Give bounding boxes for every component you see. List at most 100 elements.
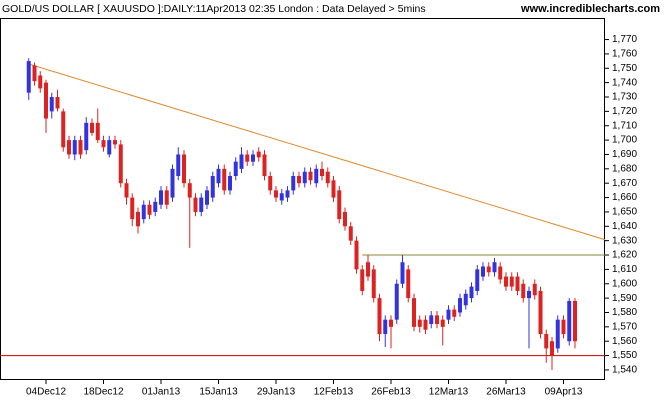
y-tick-label: 1,540 [612,365,637,376]
y-tick-label: 1,650 [612,207,637,218]
candle-body [429,315,434,324]
candle-body [222,168,227,191]
candle-body [274,190,278,198]
candle-body [101,140,106,148]
candle-body [417,319,422,327]
y-tick-label: 1,710 [612,120,637,131]
candle-body [199,197,204,212]
candle-body [32,65,37,82]
candle-body [440,319,445,327]
candle-body [90,122,94,133]
candle-body [498,266,503,280]
candle-body [354,240,359,270]
candle-body [118,144,123,184]
candle-body [130,197,135,220]
candle-body [343,211,347,227]
candle-body [463,293,468,306]
candle-body [136,211,140,227]
candle-body [412,298,416,327]
candle-body [239,154,244,169]
candle-body [210,176,215,198]
candle-body [331,180,336,198]
x-tick-label: 15Jan13 [199,387,238,398]
candle-body [193,197,198,212]
candle-body [320,168,324,177]
candle-body [49,97,54,112]
candle-body [527,290,531,299]
candle-body [348,226,353,241]
x-tick-label: 18Dec12 [83,387,123,398]
y-tick-label: 1,630 [612,235,637,246]
candle-body [55,97,60,109]
candle-body [216,168,221,184]
candle-body [360,269,365,291]
y-tick-label: 1,750 [612,63,637,74]
candle-body [573,300,577,342]
x-tick-label: 26Mar13 [486,387,526,398]
y-tick-label: 1,690 [612,149,637,160]
candle-body [205,190,209,205]
candle-body [228,176,232,191]
candle-body [371,269,376,299]
candle-body [469,286,474,299]
x-tick-label: 26Feb13 [371,387,411,398]
candle-body [95,122,100,141]
y-tick-label: 1,600 [612,278,637,289]
candle-body [256,151,261,158]
candle-body [147,204,152,215]
candle-body [164,190,169,205]
candle-body [251,154,255,162]
y-tick-label: 1,620 [612,250,637,261]
candle-body [544,334,549,349]
y-tick-label: 1,720 [612,106,637,117]
x-tick-label: 01Jan13 [142,387,181,398]
y-tick-label: 1,670 [612,178,637,189]
candle-body [113,140,117,145]
candle-body [314,168,319,184]
y-tick-label: 1,770 [612,34,637,45]
y-tick-label: 1,560 [612,336,637,347]
plot-area [0,18,605,380]
candle-body [61,111,66,148]
x-tick-label: 12Mar13 [429,387,469,398]
x-tick-label: 12Feb13 [314,387,354,398]
candle-body [521,283,526,299]
candle-body [268,176,273,191]
y-tick-label: 1,610 [612,264,637,275]
candle-body [532,283,537,296]
candle-body [141,204,146,220]
candle-body [187,183,192,198]
candle-body [475,269,480,291]
candle-body [509,276,514,287]
trend-line [28,63,605,241]
x-tick-label: 09Apr13 [545,387,583,398]
candle-body [538,290,543,335]
y-tick-label: 1,580 [612,307,637,318]
candle-body [176,154,181,177]
candle-body [124,183,129,198]
candle-body [245,154,250,162]
candle-body [515,276,520,291]
candle-body [383,319,388,335]
candle-body [366,262,370,277]
candle-body [182,154,186,184]
candle-body [297,176,301,184]
y-tick-label: 1,740 [612,77,637,88]
y-tick-label: 1,590 [612,293,637,304]
y-tick-label: 1,550 [612,350,637,361]
candle-body [555,319,560,349]
source[interactable]: www.incrediblecharts.com [520,3,660,15]
candle-body [389,319,393,327]
y-tick-label: 1,730 [612,92,637,103]
candle-body [38,75,43,89]
y-tick-label: 1,760 [612,49,637,60]
candle-body [458,298,462,313]
x-tick-label: 04Dec12 [26,387,66,398]
candle-body [262,154,267,177]
candle-body [481,266,485,277]
candle-body [406,269,411,299]
candle-body [153,201,158,212]
y-tick-label: 1,570 [612,321,637,332]
plot [0,58,605,370]
